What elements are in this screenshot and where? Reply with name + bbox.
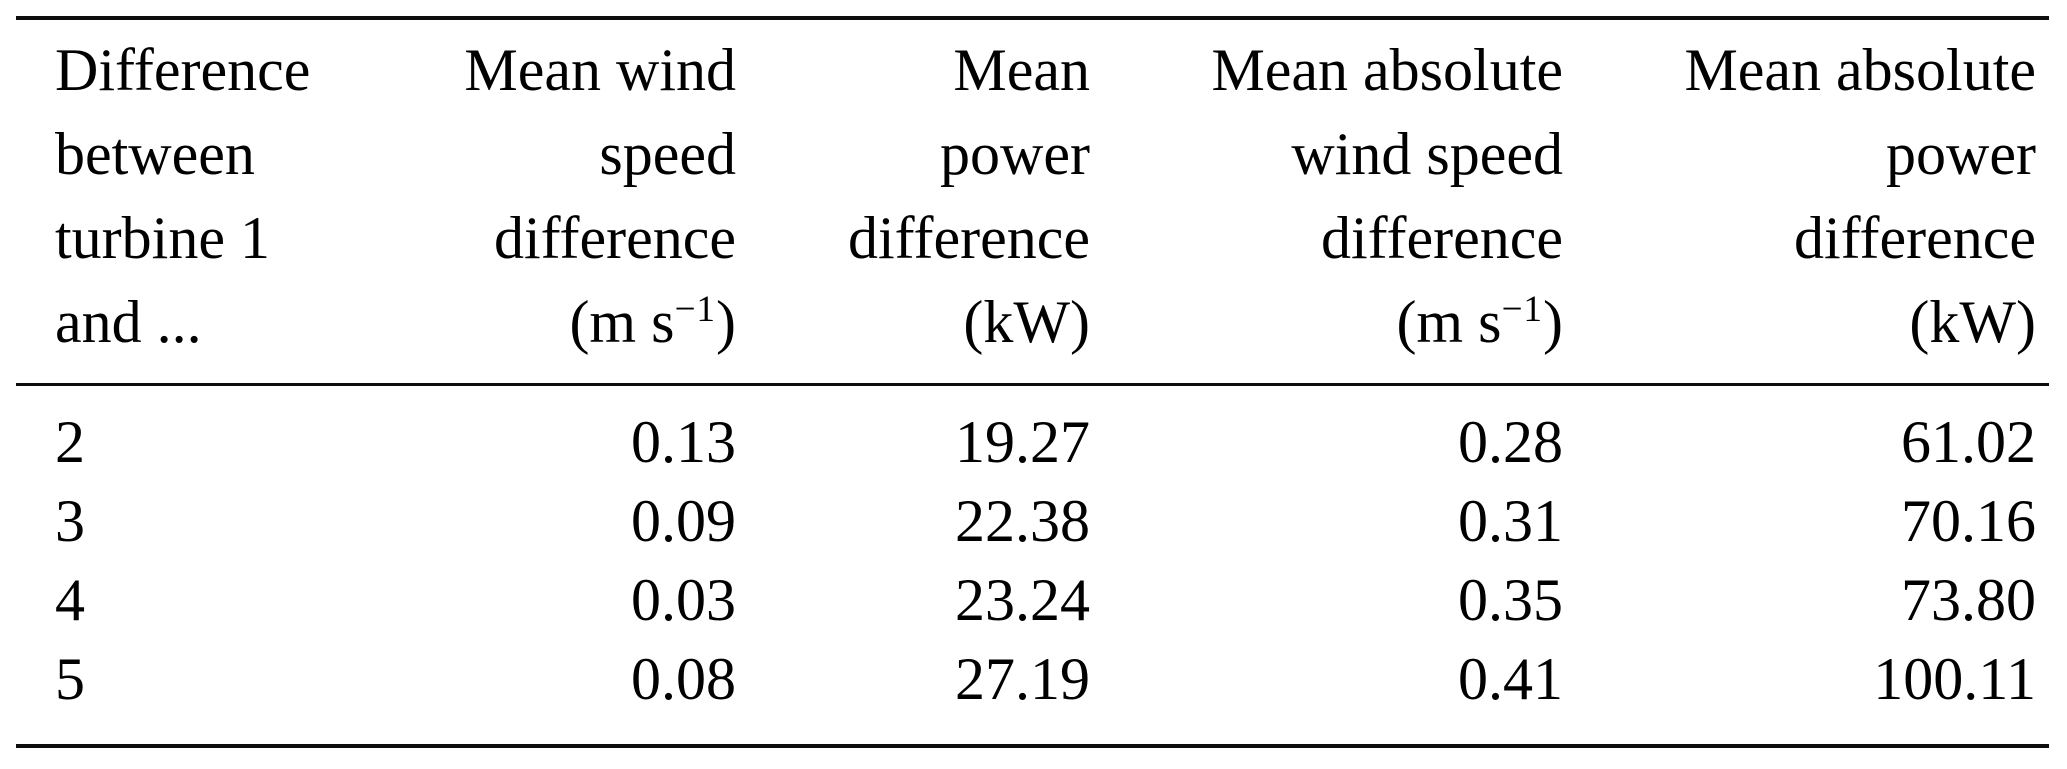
unit-text: (m s bbox=[1396, 289, 1502, 355]
header-line: Difference bbox=[55, 37, 311, 103]
header-line: between bbox=[55, 121, 255, 187]
cell-mean-abs-power-diff: 100.11 bbox=[1873, 646, 2036, 712]
header-line: difference bbox=[1320, 205, 1563, 271]
header-line: Mean bbox=[953, 37, 1090, 103]
cell-turbine: 2 bbox=[55, 409, 85, 475]
cell-mean-power-diff: 22.38 bbox=[955, 488, 1090, 554]
header-line: Mean absolute bbox=[1684, 37, 2036, 103]
header-line: Mean absolute bbox=[1211, 37, 1563, 103]
cell-mean-power-diff: 27.19 bbox=[955, 646, 1090, 712]
header-line: speed bbox=[599, 121, 736, 187]
header-line: wind speed bbox=[1291, 121, 1563, 187]
unit-text: ) bbox=[1543, 289, 1563, 355]
header-row: Difference between turbine 1 and ... Mea… bbox=[16, 18, 2049, 386]
header-unit: (kW) bbox=[1563, 280, 2036, 364]
cell-mean-abs-wind-speed-diff: 0.31 bbox=[1458, 488, 1563, 554]
header-line: difference bbox=[493, 205, 736, 271]
table-row: 2 0.13 19.27 0.28 61.02 bbox=[16, 385, 2049, 483]
unit-text: ) bbox=[716, 289, 736, 355]
header-unit: (m s−1) bbox=[1090, 280, 1563, 364]
col-header-turbine: Difference between turbine 1 and ... bbox=[16, 18, 356, 386]
cell-mean-wind-speed-diff: 0.09 bbox=[631, 488, 736, 554]
col-header-mean-power-diff: Mean power difference (kW) bbox=[736, 18, 1090, 386]
table-row: 5 0.08 27.19 0.41 100.11 bbox=[16, 640, 2049, 746]
cell-mean-abs-wind-speed-diff: 0.28 bbox=[1458, 409, 1563, 475]
col-header-mean-abs-power-diff: Mean absolute power difference (kW) bbox=[1563, 18, 2049, 386]
cell-mean-abs-wind-speed-diff: 0.41 bbox=[1458, 646, 1563, 712]
cell-mean-abs-power-diff: 73.80 bbox=[1901, 567, 2036, 633]
cell-mean-wind-speed-diff: 0.08 bbox=[631, 646, 736, 712]
header-line: Mean wind bbox=[464, 37, 736, 103]
header-unit: (m s−1) bbox=[356, 280, 736, 364]
header-unit: (kW) bbox=[736, 280, 1090, 364]
header-line: difference bbox=[847, 205, 1090, 271]
cell-turbine: 5 bbox=[55, 646, 85, 712]
header-line: power bbox=[1886, 121, 2036, 187]
cell-mean-abs-power-diff: 70.16 bbox=[1901, 488, 2036, 554]
unit-text: (kW) bbox=[1909, 289, 2036, 355]
header-line: difference bbox=[1793, 205, 2036, 271]
table-body: 2 0.13 19.27 0.28 61.02 3 0.09 22.38 0.3… bbox=[16, 385, 2049, 747]
cell-mean-wind-speed-diff: 0.03 bbox=[631, 567, 736, 633]
header-line: turbine 1 bbox=[55, 205, 270, 271]
cell-mean-wind-speed-diff: 0.13 bbox=[631, 409, 736, 475]
table-header: Difference between turbine 1 and ... Mea… bbox=[16, 18, 2049, 386]
unit-exponent: −1 bbox=[674, 289, 717, 330]
unit-text: (m s bbox=[569, 289, 675, 355]
cell-turbine: 4 bbox=[55, 567, 85, 633]
header-line: power bbox=[940, 121, 1090, 187]
table-row: 3 0.09 22.38 0.31 70.16 bbox=[16, 482, 2049, 561]
table-row: 4 0.03 23.24 0.35 73.80 bbox=[16, 561, 2049, 640]
turbine-difference-table: Difference between turbine 1 and ... Mea… bbox=[16, 16, 2049, 748]
col-header-mean-wind-speed-diff: Mean wind speed difference (m s−1) bbox=[356, 18, 736, 386]
cell-mean-power-diff: 23.24 bbox=[955, 567, 1090, 633]
cell-mean-power-diff: 19.27 bbox=[955, 409, 1090, 475]
unit-text: (kW) bbox=[963, 289, 1090, 355]
col-header-mean-abs-wind-speed-diff: Mean absolute wind speed difference (m s… bbox=[1090, 18, 1563, 386]
unit-exponent: −1 bbox=[1501, 289, 1544, 330]
header-line: and ... bbox=[55, 289, 202, 355]
cell-mean-abs-power-diff: 61.02 bbox=[1901, 409, 2036, 475]
cell-mean-abs-wind-speed-diff: 0.35 bbox=[1458, 567, 1563, 633]
cell-turbine: 3 bbox=[55, 488, 85, 554]
